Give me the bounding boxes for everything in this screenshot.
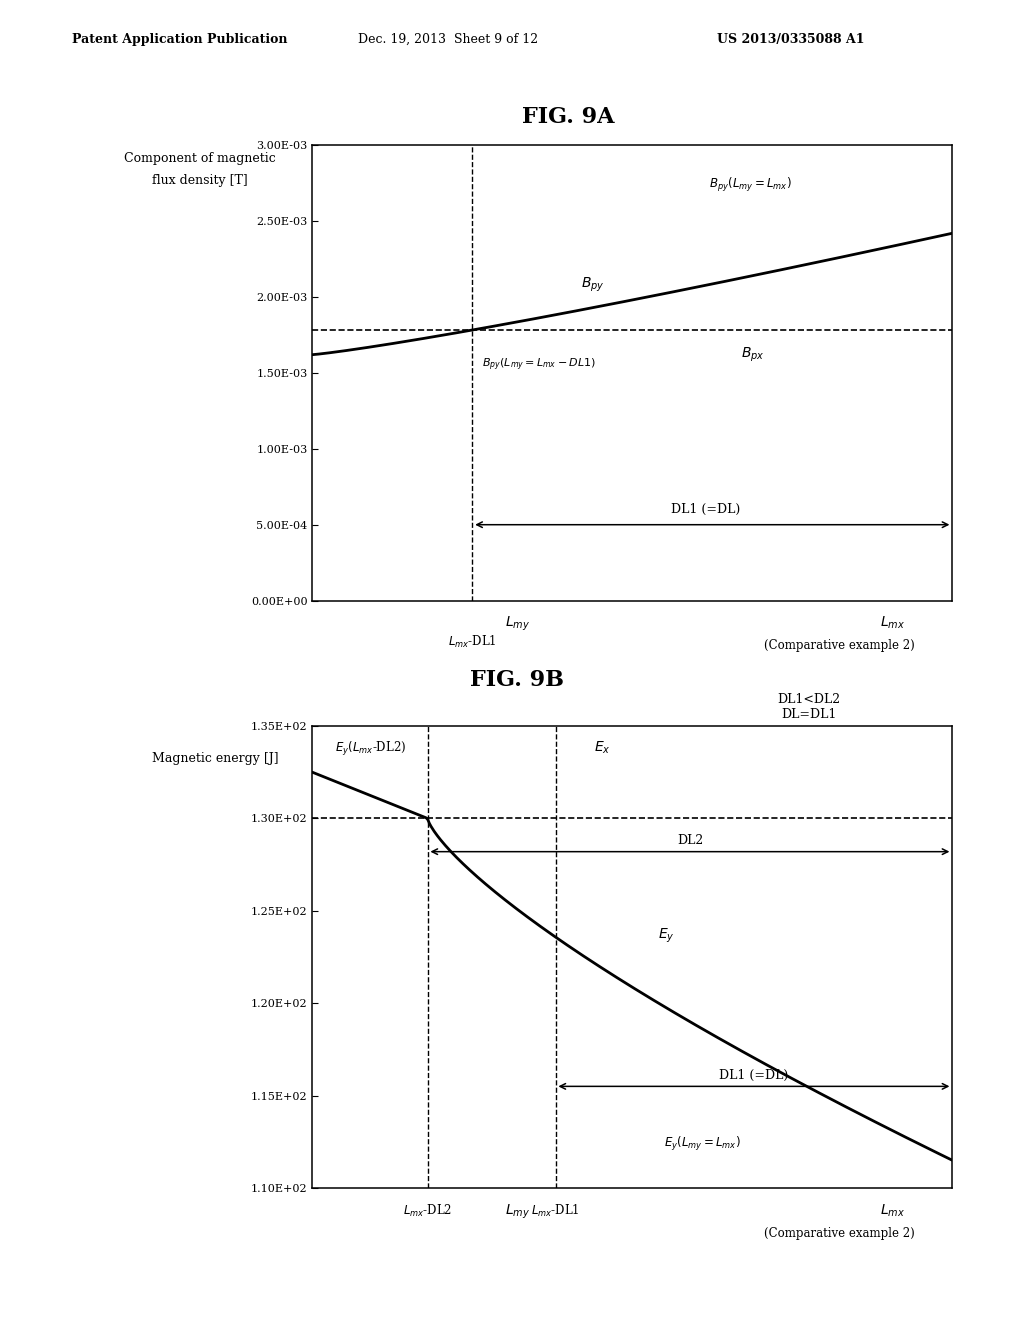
Text: FIG. 9A: FIG. 9A: [522, 106, 614, 128]
Text: $B_{py}(L_{my}=L_{mx}-DL1)$: $B_{py}(L_{my}=L_{mx}-DL1)$: [482, 356, 596, 374]
Text: US 2013/0335088 A1: US 2013/0335088 A1: [717, 33, 864, 46]
Text: $L_{mx}$-DL1: $L_{mx}$-DL1: [531, 1203, 580, 1218]
Text: (Comparative example 2): (Comparative example 2): [764, 1226, 915, 1239]
Text: $B_{py}(L_{my}=L_{mx})$: $B_{py}(L_{my}=L_{mx})$: [709, 176, 792, 194]
Text: $L_{mx}$: $L_{mx}$: [881, 615, 905, 631]
Text: $E_y$: $E_y$: [658, 927, 675, 945]
Text: DL1 (=DL): DL1 (=DL): [672, 503, 740, 516]
Text: DL1<DL2
DL=DL1: DL1<DL2 DL=DL1: [777, 693, 841, 721]
Text: $L_{mx}$: $L_{mx}$: [881, 1203, 905, 1218]
Text: Patent Application Publication: Patent Application Publication: [72, 33, 287, 46]
Text: DL2: DL2: [677, 834, 703, 847]
Text: Dec. 19, 2013  Sheet 9 of 12: Dec. 19, 2013 Sheet 9 of 12: [358, 33, 539, 46]
Text: $L_{my}$: $L_{my}$: [505, 615, 529, 634]
Text: DL1 (=DL): DL1 (=DL): [719, 1069, 788, 1082]
Text: flux density [T]: flux density [T]: [152, 174, 248, 187]
Text: $L_{mx}$-DL1: $L_{mx}$-DL1: [447, 634, 497, 649]
Text: $B_{px}$: $B_{px}$: [741, 346, 765, 364]
Text: Magnetic energy [J]: Magnetic energy [J]: [152, 752, 279, 766]
Text: $E_x$: $E_x$: [594, 741, 610, 756]
Text: $E_y(L_{my}=L_{mx})$: $E_y(L_{my}=L_{mx})$: [665, 1135, 741, 1154]
Text: $L_{mx}$-DL2: $L_{mx}$-DL2: [402, 1203, 453, 1218]
Text: (Comparative example 2): (Comparative example 2): [764, 639, 915, 652]
Text: Component of magnetic: Component of magnetic: [124, 152, 275, 165]
Text: $B_{py}$: $B_{py}$: [582, 276, 605, 294]
Text: $E_y(L_{mx}$-DL2): $E_y(L_{mx}$-DL2): [335, 741, 407, 758]
Text: $L_{my}$: $L_{my}$: [505, 1203, 529, 1221]
Text: FIG. 9B: FIG. 9B: [470, 669, 564, 692]
